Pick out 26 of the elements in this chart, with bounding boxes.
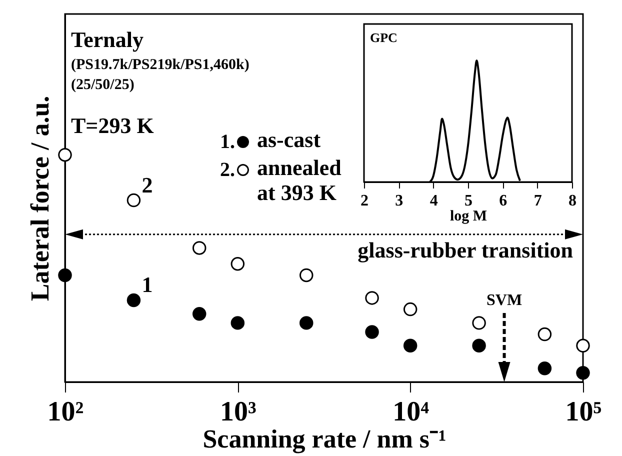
x-tick-label: 10³ bbox=[220, 396, 256, 428]
legend-label: as-cast bbox=[257, 127, 322, 152]
x-tick-label: 3 bbox=[395, 192, 404, 210]
text: Ternaly bbox=[71, 27, 144, 52]
x-axis-title: Scanning rate / nm s⁻¹ bbox=[202, 424, 446, 454]
y-axis-title: Lateral force / a.u. bbox=[26, 96, 54, 302]
x-tick-label: 5 bbox=[464, 192, 472, 210]
x-tick-label: 4 bbox=[430, 192, 438, 210]
x-tick-label: 6 bbox=[499, 192, 508, 210]
x-tick-label: 8 bbox=[568, 192, 576, 210]
ref-line-label: glass-rubber transition bbox=[358, 237, 573, 262]
legend-label: annealed at 393 K bbox=[257, 155, 342, 205]
text: T=293 K bbox=[71, 113, 154, 138]
text: (25/50/25) bbox=[71, 77, 134, 93]
x-tick-label: 2 bbox=[360, 192, 368, 210]
x-tick-label: 10² bbox=[47, 396, 84, 428]
text: 1. bbox=[220, 131, 235, 153]
ref-line-label: SVM bbox=[486, 292, 522, 309]
x-axis-title: log M bbox=[450, 208, 488, 224]
x-tick-label: 10⁴ bbox=[392, 396, 430, 428]
text: (PS19.7k/PS219k/PS1,460k) bbox=[71, 57, 250, 73]
x-tick-label: 10⁵ bbox=[565, 396, 602, 428]
chart-title: GPC bbox=[370, 30, 398, 45]
annotation: 2. bbox=[220, 159, 235, 181]
annotation: 1 bbox=[142, 272, 153, 298]
x-tick-label: 7 bbox=[534, 192, 542, 210]
